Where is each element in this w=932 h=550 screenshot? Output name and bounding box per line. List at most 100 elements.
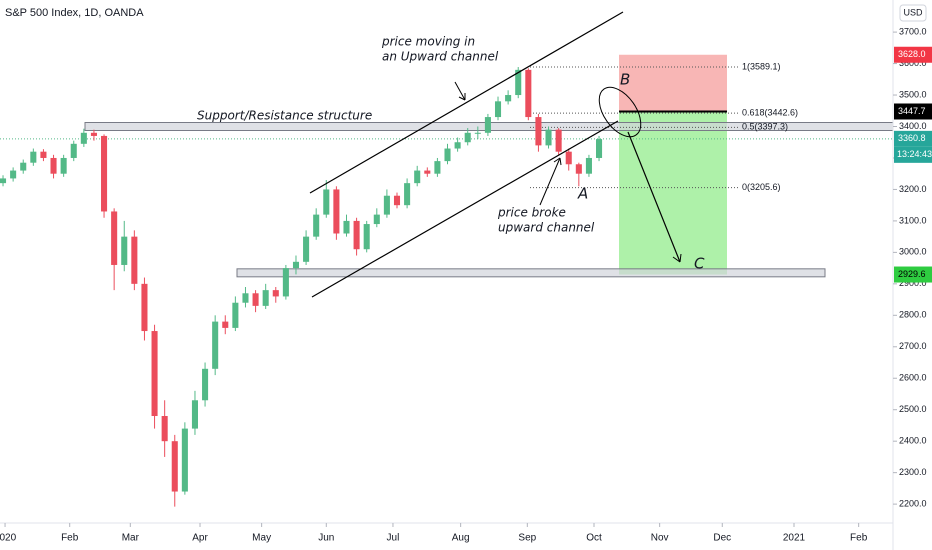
arrow-line <box>627 131 681 263</box>
annotation: price broke <box>497 206 566 220</box>
fib-label: 0.5(3397.3) <box>742 122 788 132</box>
y-tick-label: 3000.0 <box>899 247 927 257</box>
candle-body <box>565 151 572 165</box>
y-tick-label: 2500.0 <box>899 404 927 414</box>
candle-body <box>222 321 229 328</box>
candle-body <box>101 135 108 212</box>
candle-body <box>585 157 592 174</box>
candle-body <box>40 151 47 158</box>
candle-body <box>454 142 461 149</box>
x-tick-label: Jun <box>318 533 334 544</box>
candle-body <box>464 132 471 143</box>
x-tick-label: Mar <box>122 533 140 544</box>
channel-upper <box>309 11 624 194</box>
candle-body <box>474 132 481 134</box>
arrow-head <box>672 253 682 263</box>
fib-label: 1(3589.1) <box>742 61 781 71</box>
candle-body <box>505 95 512 102</box>
fib-label: 0(3205.6) <box>742 182 781 192</box>
ellipse <box>598 86 642 138</box>
candle-body <box>131 236 138 284</box>
countdown: 13:24:43 <box>897 149 932 159</box>
plot: 1(3589.1) 0.618(3442.6) 0.5(3397.3) 0(3205.… <box>0 54 894 507</box>
currency: USD <box>903 7 923 17</box>
price-badge <box>894 130 932 147</box>
y-tick-label: 2700.0 <box>899 341 927 351</box>
candle-body <box>20 162 27 171</box>
candle-body <box>404 183 411 206</box>
wave-label: A <box>577 185 588 203</box>
x-tick-label: Oct <box>586 533 602 544</box>
candle-body <box>303 236 310 262</box>
x-tick-label: Nov <box>651 533 669 544</box>
annotation: price moving in <box>381 35 475 49</box>
candle-body <box>363 224 370 250</box>
arrow-line <box>539 157 561 206</box>
price-badge <box>894 103 932 120</box>
axis: 2200.0 2300.0 2400.0 2500.0 2600.0 2700.0 2800… <box>0 26 932 544</box>
annotation: upward channel <box>498 221 595 235</box>
candle-body <box>80 132 87 144</box>
x-tick-label: Dec <box>713 533 731 544</box>
candle-body <box>484 117 491 133</box>
channel-lower <box>311 120 619 298</box>
candle-body <box>545 129 552 146</box>
candle-body <box>515 69 522 96</box>
candle-body <box>383 195 390 215</box>
candle-body <box>292 261 300 269</box>
annotation: an Upward channel <box>382 50 499 64</box>
candle-body <box>282 268 289 297</box>
y-tick-label: 3200.0 <box>899 184 927 194</box>
candle-body <box>494 101 502 118</box>
candle-body <box>212 321 219 369</box>
arrow-line <box>454 81 466 101</box>
y-tick-label: 2300.0 <box>899 467 927 477</box>
candle-body <box>50 157 57 174</box>
x-tick-label: Apr <box>192 533 208 544</box>
candle-body <box>181 428 188 492</box>
y-tick-label: 3700.0 <box>899 26 927 36</box>
candle-body <box>171 441 178 492</box>
x-tick-label: Feb <box>850 533 868 544</box>
candle-body <box>313 214 320 237</box>
candle-body <box>202 368 209 401</box>
x-tick-label: 2021 <box>783 533 806 544</box>
price-badge-label: 3447.7 <box>898 106 926 116</box>
chart-title: S&P 500 Index, 1D, OANDA <box>5 7 144 19</box>
x-tick-label: May <box>252 533 271 544</box>
candle-body <box>424 170 431 174</box>
candle-body <box>333 189 340 234</box>
y-tick-label: 2200.0 <box>899 498 927 508</box>
candle-body <box>121 236 128 265</box>
candle-body <box>272 290 279 297</box>
candle-body <box>353 220 360 250</box>
candle-body <box>393 195 401 206</box>
candle-body <box>111 211 118 265</box>
candle-body <box>242 293 249 303</box>
candle-body <box>596 139 603 158</box>
currency-box <box>899 4 927 22</box>
x-tick-label: Sep <box>518 533 536 544</box>
y-tick-label: 3400.0 <box>899 121 927 131</box>
price-badge-label: 3628.0 <box>898 49 926 59</box>
y-tick-label: 3600.0 <box>899 58 927 68</box>
candle-body <box>70 143 77 158</box>
candle-body <box>10 170 17 179</box>
arrow-head <box>553 157 562 166</box>
candle-body <box>343 220 350 234</box>
candle-body <box>0 178 7 184</box>
countdown-badge <box>894 146 932 163</box>
candle-body <box>141 283 148 332</box>
candle-body <box>60 157 67 174</box>
candle-body <box>323 189 330 215</box>
candle-body <box>414 170 421 184</box>
price-badge <box>894 46 932 63</box>
candle-body <box>373 214 380 225</box>
fib-label: 0.618(3442.6) <box>742 107 798 117</box>
x-tick-label: Aug <box>452 533 470 544</box>
x-tick-label: Feb <box>61 533 79 544</box>
candle-body <box>555 129 562 152</box>
candle-body <box>191 400 198 429</box>
candle-body <box>252 293 259 306</box>
